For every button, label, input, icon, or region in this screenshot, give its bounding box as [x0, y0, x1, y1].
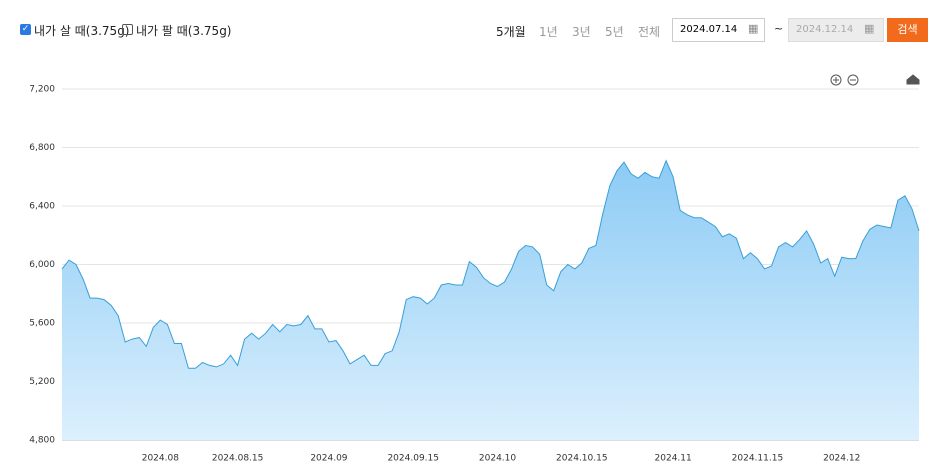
y-tick-label: 6,400 [29, 202, 55, 212]
x-tick-label: 2024.12 [823, 454, 860, 464]
tilde: ~ [774, 22, 784, 35]
start-date-input[interactable]: 2024.07.14 [672, 18, 765, 42]
period-button[interactable]: 1년 [539, 25, 558, 39]
period-button[interactable]: 전체 [638, 25, 661, 39]
x-tick-label: 2024.09.15 [387, 454, 439, 464]
home-button[interactable] [906, 74, 920, 85]
calendar-icon[interactable]: ▦ [864, 22, 875, 35]
x-tick-label: 2024.10.15 [556, 454, 608, 464]
x-tick-label: 2024.10 [479, 454, 516, 464]
start-date: 2024.07.14 [680, 24, 738, 35]
end-date-input[interactable]: 2024.12.14 [788, 18, 884, 42]
x-tick-label: 2024.11 [655, 454, 692, 464]
y-tick-label: 5,200 [29, 377, 55, 387]
period-button[interactable]: 3년 [572, 25, 591, 39]
buy-label[interactable]: 내가 살 때(3.75g) [34, 24, 130, 38]
search-button[interactable]: 검색 [887, 18, 928, 42]
y-tick-label: 5,600 [29, 319, 55, 329]
x-tick-label: 2024.08.15 [212, 454, 264, 464]
end-date: 2024.12.14 [796, 24, 854, 35]
line [61, 159, 920, 369]
buy-checkbox[interactable]: ✓ [20, 24, 31, 35]
y-tick-label: 6,000 [29, 260, 55, 270]
sell-checkbox[interactable] [122, 24, 133, 35]
y-tick-label: 6,800 [29, 143, 55, 153]
x-tick-label: 2024.09 [310, 454, 347, 464]
calendar-icon[interactable]: ▦ [748, 22, 759, 35]
zoom-controls [830, 74, 920, 86]
y-tick-label: 7,200 [29, 85, 55, 95]
zoom-in[interactable] [830, 74, 842, 86]
x-tick-label: 2024.11.15 [732, 454, 784, 464]
y-tick-label: 4,800 [29, 436, 55, 446]
zoom-out[interactable] [847, 74, 859, 86]
sell-label[interactable]: 내가 팔 때(3.75g) [136, 24, 232, 38]
area [62, 160, 919, 440]
x-tick-label: 2024.08 [142, 454, 179, 464]
period-button[interactable]: 5개월 [496, 25, 526, 39]
period-button[interactable]: 5년 [605, 25, 624, 39]
